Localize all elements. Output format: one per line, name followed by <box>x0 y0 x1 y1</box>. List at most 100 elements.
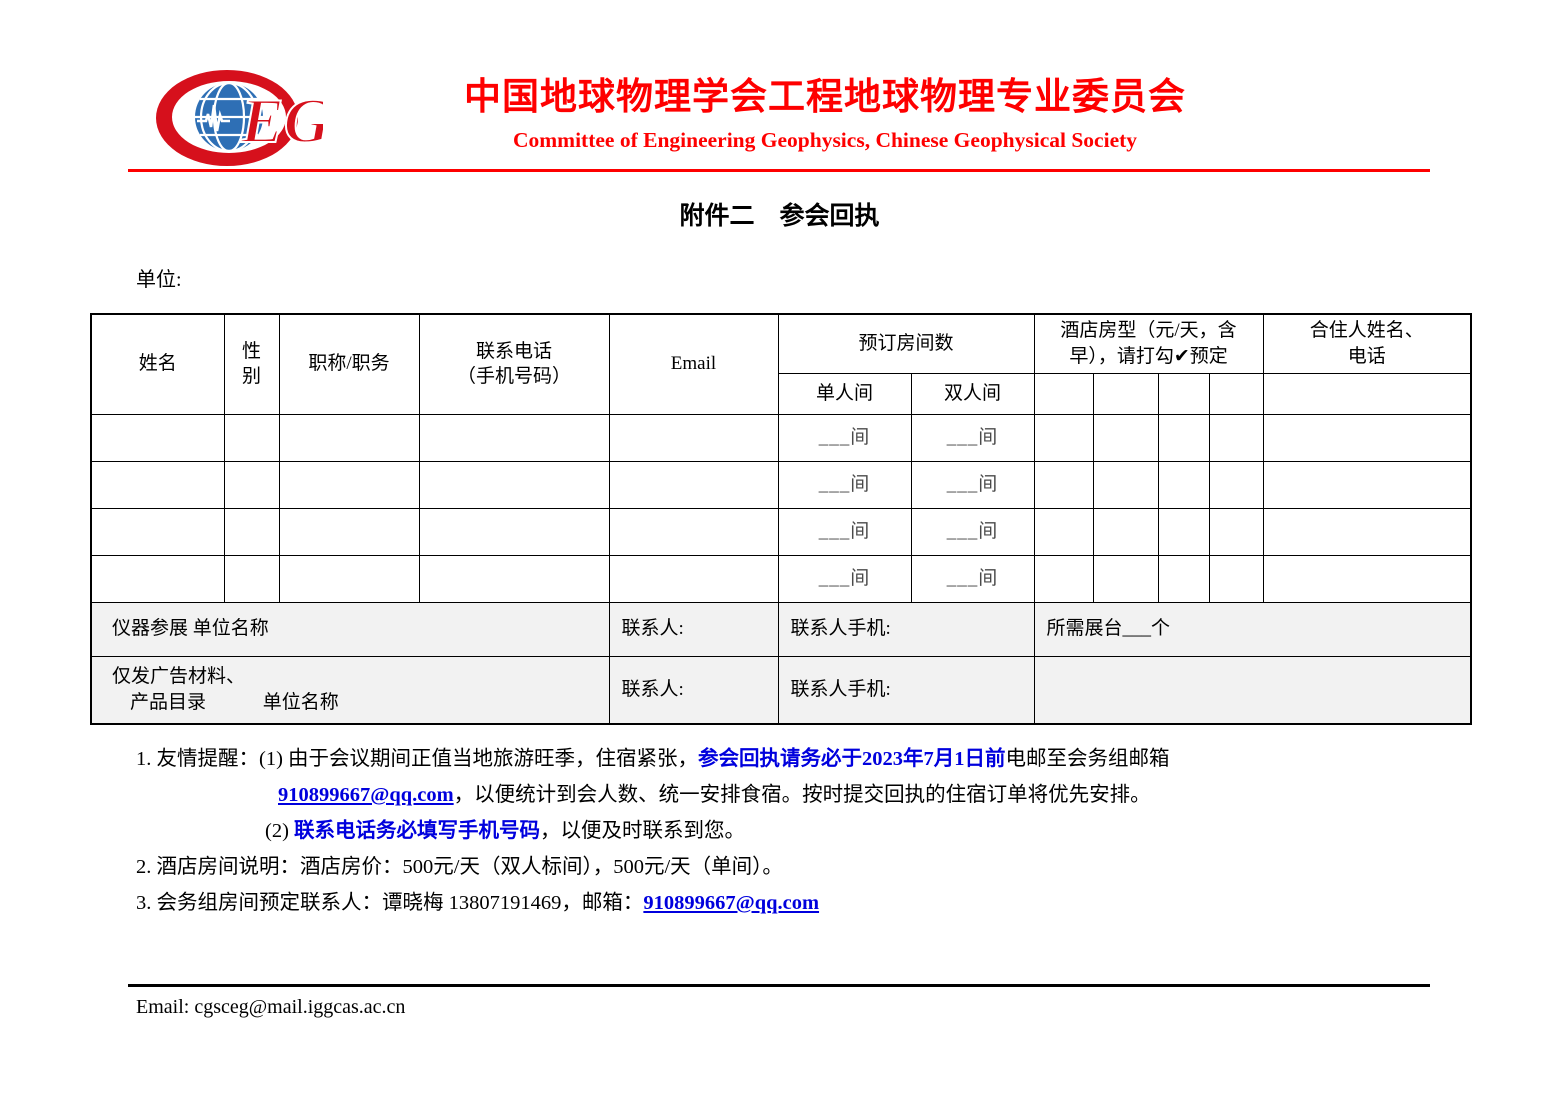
cell-hotel-tick[interactable] <box>1157 554 1210 603</box>
cell-name[interactable] <box>90 460 225 509</box>
table-row: ___间 ___间 <box>90 413 1472 462</box>
roommate-blank[interactable] <box>1262 372 1472 415</box>
footer-divider <box>128 984 1430 987</box>
cell-single-room[interactable]: ___间 <box>777 554 912 603</box>
org-title-en: Committee of Engineering Geophysics, Chi… <box>512 127 1138 152</box>
cell-gender[interactable] <box>223 507 280 556</box>
logo-letters: EG <box>240 85 323 156</box>
cell-hotel-tick[interactable] <box>1157 413 1210 462</box>
cell-job[interactable] <box>278 554 420 603</box>
unit-field-label: 单位: <box>136 269 182 291</box>
cell-double-room[interactable]: ___间 <box>910 554 1035 603</box>
cell-job[interactable] <box>278 507 420 556</box>
cell-hotel-tick[interactable] <box>1208 413 1264 462</box>
hotel-tick-blank[interactable] <box>1157 372 1210 415</box>
org-header: 中国地球物理学会工程地球物理专业委员会 Committee of Enginee… <box>320 77 1330 153</box>
advertiser-phone-cell[interactable]: 联系人手机: <box>777 655 1035 725</box>
col-header-double-room: 双人间 <box>910 372 1035 415</box>
cell-job[interactable] <box>278 413 420 462</box>
cell-roommate[interactable] <box>1262 413 1472 462</box>
cell-phone[interactable] <box>418 507 610 556</box>
attachment-title: 附件二 参会回执 <box>679 202 880 230</box>
cell-single-room[interactable]: ___间 <box>777 507 912 556</box>
advertiser-row: 仅发广告材料、 产品目录 单位名称 联系人: 联系人手机: <box>90 655 1472 725</box>
exhibitor-label[interactable]: 仪器参展 单位名称 <box>90 601 610 657</box>
hotel-tick-blank[interactable] <box>1092 372 1159 415</box>
registration-table: 姓名 性别 职称/职务 联系电话 （手机号码） Email 预订房间数 酒店房型… <box>90 313 1473 725</box>
cell-name[interactable] <box>90 507 225 556</box>
advertiser-label[interactable]: 仅发广告材料、 产品目录 单位名称 <box>90 655 610 725</box>
cell-single-room[interactable]: ___间 <box>777 413 912 462</box>
cell-hotel-tick[interactable] <box>1033 460 1094 509</box>
note-1-line-3: (2) 联系电话务必填写手机号码，以便及时联系到您。 <box>265 820 746 842</box>
cell-hotel-tick[interactable] <box>1033 507 1094 556</box>
globe-icon <box>195 81 263 153</box>
table-row: ___间 ___间 <box>90 507 1472 556</box>
cell-email[interactable] <box>608 554 779 603</box>
cell-single-room[interactable]: ___间 <box>777 460 912 509</box>
cell-hotel-tick[interactable] <box>1092 554 1159 603</box>
note-3: 3. 会务组房间预定联系人：谭晓梅 13807191469，邮箱：9108996… <box>136 892 820 914</box>
cell-hotel-tick[interactable] <box>1033 554 1094 603</box>
cell-job[interactable] <box>278 460 420 509</box>
col-header-roommate: 合住人姓名、 电话 <box>1262 313 1472 374</box>
col-header-phone: 联系电话 （手机号码） <box>418 313 610 415</box>
cell-name[interactable] <box>90 554 225 603</box>
cell-hotel-tick[interactable] <box>1092 413 1159 462</box>
col-header-hotel-group: 酒店房型（元/天，含 早），请打勾✔预定 <box>1033 313 1264 374</box>
advertiser-blank-cell[interactable] <box>1033 655 1472 725</box>
cell-double-room[interactable]: ___间 <box>910 460 1035 509</box>
table-row: ___间 ___间 <box>90 460 1472 509</box>
exhibitor-row: 仪器参展 单位名称 联系人: 联系人手机: 所需展台___个 <box>90 601 1472 657</box>
cell-hotel-tick[interactable] <box>1208 460 1264 509</box>
cell-gender[interactable] <box>223 413 280 462</box>
cell-hotel-tick[interactable] <box>1092 507 1159 556</box>
email-link[interactable]: 910899667@qq.com <box>643 892 820 914</box>
email-link[interactable]: 910899667@qq.com <box>278 784 454 806</box>
cell-hotel-tick[interactable] <box>1157 507 1210 556</box>
footer-email: Email: cgsceg@mail.iggcas.ac.cn <box>136 996 406 1018</box>
cell-hotel-tick[interactable] <box>1208 507 1264 556</box>
cell-email[interactable] <box>608 413 779 462</box>
cell-phone[interactable] <box>418 460 610 509</box>
col-header-email: Email <box>608 313 779 415</box>
note-2: 2. 酒店房间说明：酒店房价：500元/天（双人标间），500元/天（单间）。 <box>136 856 783 878</box>
phone-required-highlight: 联系电话务必填写手机号码 <box>294 820 541 842</box>
cell-name[interactable] <box>90 413 225 462</box>
cell-double-room[interactable]: ___间 <box>910 413 1035 462</box>
cell-hotel-tick[interactable] <box>1092 460 1159 509</box>
header-divider <box>128 169 1430 172</box>
advertiser-contact-cell[interactable]: 联系人: <box>608 655 779 725</box>
cell-double-room[interactable]: ___间 <box>910 507 1035 556</box>
cell-phone[interactable] <box>418 413 610 462</box>
cell-roommate[interactable] <box>1262 554 1472 603</box>
notes-section: 1. 友情提醒：(1) 由于会议期间正值当地旅游旺季，住宿紧张，参会回执请务必于… <box>136 741 1170 921</box>
cell-gender[interactable] <box>223 460 280 509</box>
cell-hotel-tick[interactable] <box>1033 413 1094 462</box>
hotel-tick-blank[interactable] <box>1208 372 1264 415</box>
col-header-gender: 性别 <box>223 313 280 415</box>
exhibitor-phone-cell[interactable]: 联系人手机: <box>777 601 1035 657</box>
ceg-logo: EG <box>156 70 323 166</box>
cell-hotel-tick[interactable] <box>1208 554 1264 603</box>
col-header-name: 姓名 <box>90 313 225 415</box>
booth-count-cell[interactable]: 所需展台___个 <box>1033 601 1472 657</box>
cell-phone[interactable] <box>418 554 610 603</box>
cell-roommate[interactable] <box>1262 507 1472 556</box>
deadline-highlight: 参会回执请务必于2023年7月1日前 <box>698 748 1006 770</box>
cell-email[interactable] <box>608 460 779 509</box>
note-1-line-1: 1. 友情提醒：(1) 由于会议期间正值当地旅游旺季，住宿紧张，参会回执请务必于… <box>136 748 1170 770</box>
cell-gender[interactable] <box>223 554 280 603</box>
col-header-rooms-group: 预订房间数 <box>777 313 1035 374</box>
col-header-job: 职称/职务 <box>278 313 420 415</box>
cell-email[interactable] <box>608 507 779 556</box>
col-header-single-room: 单人间 <box>777 372 912 415</box>
cell-hotel-tick[interactable] <box>1157 460 1210 509</box>
note-1-line-2: 910899667@qq.com，以便统计到会人数、统一安排食宿。按时提交回执的… <box>278 784 1151 806</box>
cell-roommate[interactable] <box>1262 460 1472 509</box>
exhibitor-contact-cell[interactable]: 联系人: <box>608 601 779 657</box>
seismic-wave-icon <box>197 104 230 132</box>
org-title-cn: 中国地球物理学会工程地球物理专业委员会 <box>464 77 1186 118</box>
hotel-tick-blank[interactable] <box>1033 372 1094 415</box>
